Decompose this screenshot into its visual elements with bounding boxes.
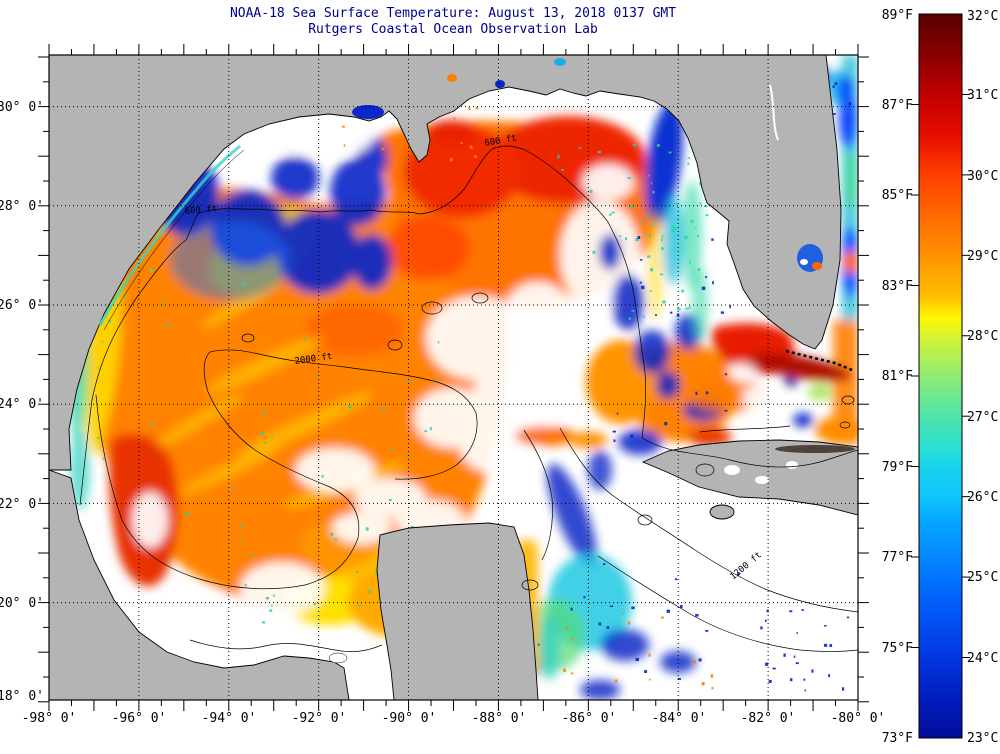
plot-border bbox=[48, 54, 859, 701]
cbar-f-label: 85°F bbox=[882, 188, 913, 203]
cuba-cloud-specks bbox=[724, 461, 798, 484]
colorbar: 32°C 31°C 30°C 29°C 28°C 27°C 26°C 25°C … bbox=[882, 8, 999, 746]
y-label: 26° 0' bbox=[0, 298, 44, 313]
cbar-f-label: 77°F bbox=[882, 550, 913, 565]
x-axis-labels: -98° 0' -96° 0' -94° 0' -92° 0' -90° 0' … bbox=[22, 711, 886, 726]
y-axis-labels: 30° 0' 28° 0' 26° 0' 24° 0' 22° 0' 20° 0… bbox=[0, 100, 44, 704]
cbar-c-label: 27°C bbox=[967, 410, 998, 425]
cbar-f-label: 87°F bbox=[882, 98, 913, 113]
title-block: NOAA-18 Sea Surface Temperature: August … bbox=[230, 6, 676, 37]
contour-label-shelf-west: 600 ft bbox=[184, 204, 217, 217]
axis-ticks bbox=[38, 44, 869, 711]
y-label: 30° 0' bbox=[0, 100, 44, 115]
texas-lagoon-strip bbox=[98, 144, 241, 326]
colorbar-ticks bbox=[911, 93, 970, 659]
cbar-c-label: 24°C bbox=[967, 651, 998, 666]
colorbar-gradient-bar bbox=[918, 13, 963, 739]
x-label: -92° 0' bbox=[292, 711, 347, 726]
x-label: -90° 0' bbox=[382, 711, 437, 726]
cbar-f-label: 75°F bbox=[882, 641, 913, 656]
contour-layer bbox=[79, 145, 858, 652]
cbar-c-label: 32°C bbox=[967, 9, 998, 24]
laguna-de-terminos bbox=[328, 652, 348, 664]
cbar-f-label: 89°F bbox=[882, 8, 913, 23]
x-label: -88° 0' bbox=[472, 711, 527, 726]
cbar-f-label: 79°F bbox=[882, 460, 913, 475]
cbar-f-label: 81°F bbox=[882, 369, 913, 384]
cuba-coast-dark-pixels bbox=[775, 445, 855, 453]
y-label: 22° 0' bbox=[0, 497, 44, 512]
y-label: 20° 0' bbox=[0, 596, 44, 611]
y-label: 28° 0' bbox=[0, 199, 44, 214]
cbar-c-label: 26°C bbox=[967, 490, 998, 505]
cbar-f-label: 73°F bbox=[882, 731, 913, 746]
florida-keys-chain bbox=[785, 349, 853, 372]
title-line1: NOAA-18 Sea Surface Temperature: August … bbox=[230, 6, 676, 21]
cbar-c-label: 29°C bbox=[967, 249, 998, 264]
cbar-c-label: 28°C bbox=[967, 329, 998, 344]
x-label: -94° 0' bbox=[202, 711, 257, 726]
x-label: -82° 0' bbox=[741, 711, 796, 726]
x-label: -96° 0' bbox=[112, 711, 167, 726]
y-label: 24° 0' bbox=[0, 397, 44, 412]
map-plot: 600 ft 600 ft 2000 ft 1200 ft -98° 0' -9… bbox=[0, 44, 885, 726]
land-mexico bbox=[48, 469, 350, 701]
x-label: -80° 0' bbox=[831, 711, 886, 726]
land-layer bbox=[48, 54, 859, 701]
x-label: -86° 0' bbox=[562, 711, 617, 726]
land-isle-of-youth bbox=[709, 504, 735, 520]
cbar-c-label: 25°C bbox=[967, 570, 998, 585]
colorbar-celsius-labels: 32°C 31°C 30°C 29°C 28°C 27°C 26°C 25°C … bbox=[967, 9, 998, 746]
title-line2: Rutgers Coastal Ocean Observation Lab bbox=[308, 22, 598, 37]
lake-okeechobee bbox=[797, 244, 823, 272]
cbar-c-label: 31°C bbox=[967, 88, 998, 103]
graticule-grid bbox=[49, 55, 858, 700]
colorbar-fahrenheit-labels: 89°F 87°F 85°F 83°F 81°F 79°F 77°F 75°F … bbox=[882, 8, 913, 746]
x-label: -98° 0' bbox=[22, 711, 77, 726]
land-yucatan bbox=[376, 522, 539, 701]
land-detail-layer bbox=[98, 58, 855, 664]
land-us-gulf-coast bbox=[48, 54, 842, 471]
cbar-c-label: 30°C bbox=[967, 169, 998, 184]
y-label: 18° 0' bbox=[0, 689, 44, 704]
lake-pontchartrain bbox=[352, 105, 384, 119]
florida-river-cloud bbox=[769, 84, 779, 141]
cbar-c-label: 23°C bbox=[967, 731, 998, 746]
cbar-f-label: 83°F bbox=[882, 279, 913, 294]
x-label: -84° 0' bbox=[652, 711, 707, 726]
